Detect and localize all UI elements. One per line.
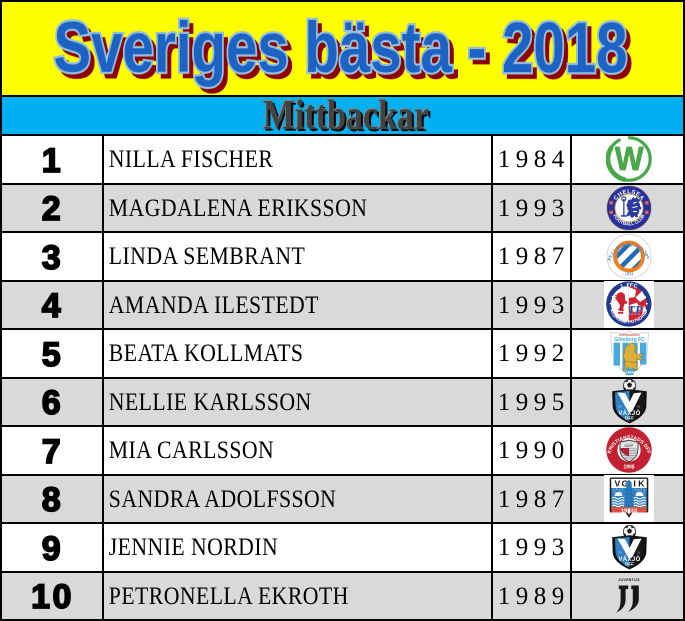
svg-text:JUVENTUS: JUVENTUS [618, 578, 640, 582]
svg-text:DFF: DFF [625, 561, 634, 566]
svg-text:DFF: DFF [625, 416, 634, 421]
svg-text:TP: TP [627, 304, 643, 318]
svg-text:Mittbackar: Mittbackar [263, 93, 429, 139]
svg-text:Mittbackar: Mittbackar [262, 92, 428, 138]
svg-text:KDFF: KDFF [624, 444, 633, 448]
svg-text:20: 20 [618, 405, 622, 409]
svg-text:VÄXJÖ: VÄXJÖ [618, 410, 640, 417]
svg-text:I: I [633, 479, 635, 489]
svg-text:· 1974 ·: · 1974 · [622, 272, 636, 277]
svg-text:Sveriges bästa - 2018: Sveriges bästa - 2018 [58, 12, 632, 92]
svg-text:Sveriges bästa - 2018: Sveriges bästa - 2018 [53, 7, 627, 87]
svg-text:G: G [621, 479, 628, 489]
svg-text:Göteborg FC: Göteborg FC [614, 337, 645, 343]
svg-text:KOPPARBERGS: KOPPARBERGS [619, 334, 640, 337]
svg-text:K: K [638, 479, 645, 489]
svg-text:16: 16 [636, 550, 640, 554]
svg-text:1. FFC: 1. FFC [619, 283, 638, 291]
svg-text:V: V [615, 479, 621, 489]
svg-text:W: W [615, 140, 644, 177]
svg-text:1998: 1998 [623, 465, 634, 471]
svg-text:VÄXJÖ: VÄXJÖ [618, 556, 640, 563]
svg-text:20: 20 [618, 550, 622, 554]
svg-text:1904: 1904 [625, 371, 633, 375]
svg-text:Mittbackar: Mittbackar [265, 95, 431, 139]
svg-text:16: 16 [636, 405, 640, 409]
svg-text:19▮33: 19▮33 [621, 509, 638, 515]
